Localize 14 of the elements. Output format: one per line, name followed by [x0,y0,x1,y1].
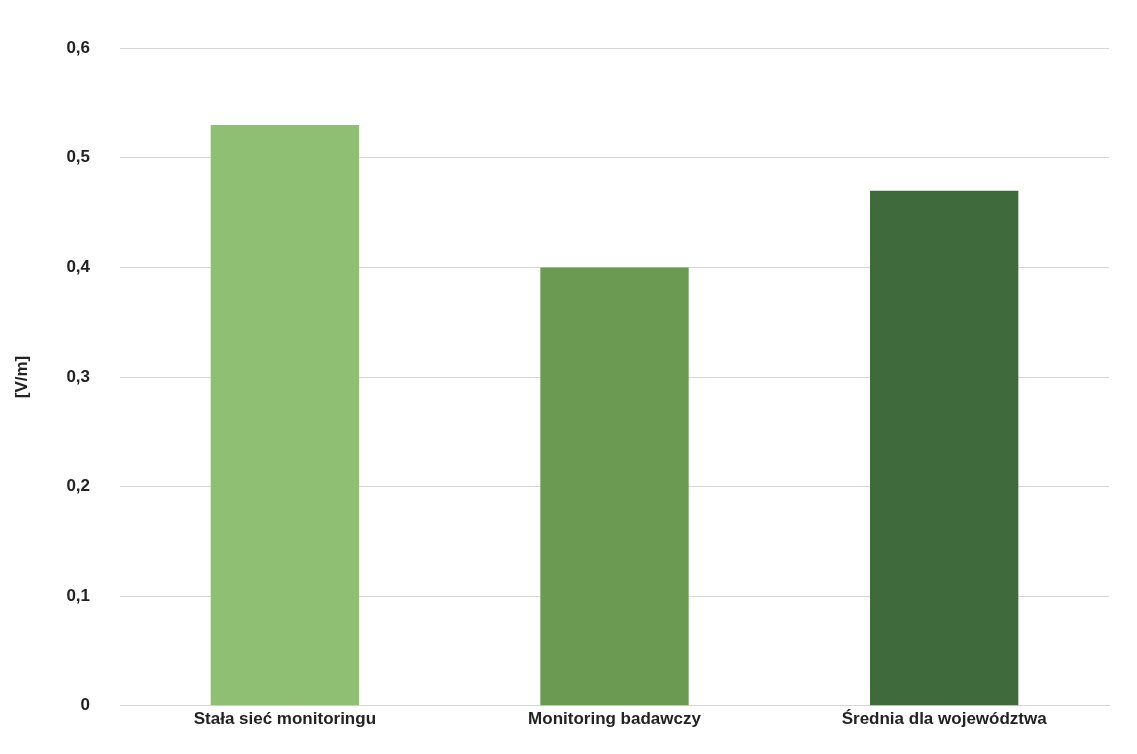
y-tick-label: 0,2 [66,476,91,496]
x-tick-label: Średnia dla województwa [841,708,1048,728]
y-tick-label: 0,1 [66,585,91,605]
x-tick-label: Stała sieć monitoringu [193,708,377,728]
y-tick-label: 0,6 [66,37,91,57]
bar [870,190,1019,706]
y-axis-title: [V/m] [11,355,31,399]
x-tick-label: Monitoring badawczy [528,708,702,728]
bar [210,124,360,706]
y-tick-label: 0,4 [66,257,91,277]
y-tick-label: 0,3 [66,366,91,386]
y-tick-label: 0 [80,695,91,715]
bar [540,267,689,706]
y-tick-label: 0,5 [66,147,91,167]
